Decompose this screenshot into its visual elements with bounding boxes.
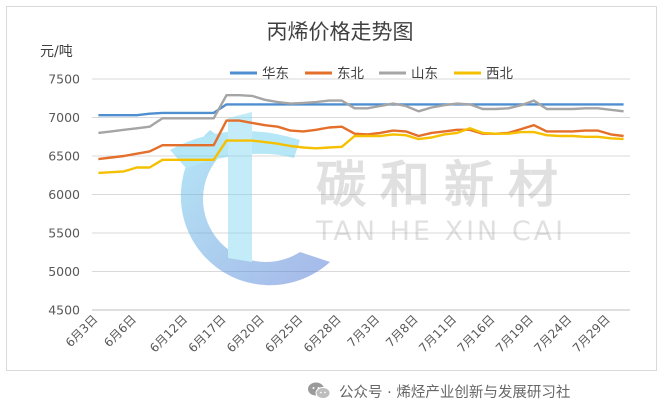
y-tick-7500: 7500 <box>48 72 80 87</box>
footer-attribution: 公众号 · 烯烃产业创新与发展研习社 <box>307 380 570 402</box>
y-tick-6500: 6500 <box>48 149 80 164</box>
y-tick-5000: 5000 <box>48 264 80 279</box>
y-tick-6000: 6000 <box>48 187 80 202</box>
legend: 华东 东北 山东 西北 <box>230 66 514 82</box>
x-tick-0: 6月3日 <box>63 312 101 350</box>
series-line-2 <box>98 93 624 135</box>
watermark-en: TAN HE XIN CAI <box>315 216 566 247</box>
legend-label-0: 华东 <box>262 66 289 82</box>
x-tick-2: 6月12日 <box>147 312 190 355</box>
legend-item-2: 山东 <box>379 66 438 82</box>
wechat-icon <box>307 381 331 401</box>
y-axis-unit: 元/吨 <box>40 44 73 60</box>
legend-label-1: 东北 <box>337 66 364 82</box>
legend-item-1: 东北 <box>305 66 364 82</box>
x-tick-9: 7月11日 <box>416 312 459 355</box>
footer-text: 公众号 · 烯烃产业创新与发展研习社 <box>339 384 571 401</box>
x-tick-8: 7月8日 <box>383 312 421 350</box>
y-tick-7000: 7000 <box>48 110 80 125</box>
series-line-3 <box>98 127 624 175</box>
series-lines <box>98 93 624 175</box>
legend-item-0: 华东 <box>230 66 289 82</box>
x-tick-7: 7月3日 <box>345 312 383 350</box>
x-tick-4: 6月20日 <box>224 312 267 355</box>
chart-title: 丙烯价格走势图 <box>267 20 414 44</box>
x-tick-5: 6月25日 <box>262 312 305 355</box>
x-tick-11: 7月19日 <box>493 312 536 355</box>
legend-item-3: 西北 <box>454 66 514 82</box>
x-tick-13: 7月29日 <box>570 312 613 355</box>
x-tick-1: 6月6日 <box>101 312 139 350</box>
series-line-0 <box>98 103 624 117</box>
watermark-cn: 碳和新材 <box>316 156 572 214</box>
watermark-ring <box>180 130 330 286</box>
y-tick-5500: 5500 <box>48 226 80 241</box>
y-tick-4500: 4500 <box>48 303 80 318</box>
legend-label-3: 西北 <box>486 66 514 82</box>
series-line-1 <box>98 119 624 161</box>
x-tick-6: 6月28日 <box>301 312 344 355</box>
y-tick-labels: 4500 5000 5500 6000 6500 7000 7500 <box>48 72 80 318</box>
x-tick-12: 7月24日 <box>531 312 574 355</box>
x-tick-10: 7月16日 <box>455 312 498 355</box>
watermark-stem <box>228 112 252 262</box>
x-tick-3: 6月17日 <box>186 312 229 355</box>
watermark-logo: 碳和新材 TAN HE XIN CAI <box>170 112 572 286</box>
legend-label-2: 山东 <box>411 66 438 82</box>
